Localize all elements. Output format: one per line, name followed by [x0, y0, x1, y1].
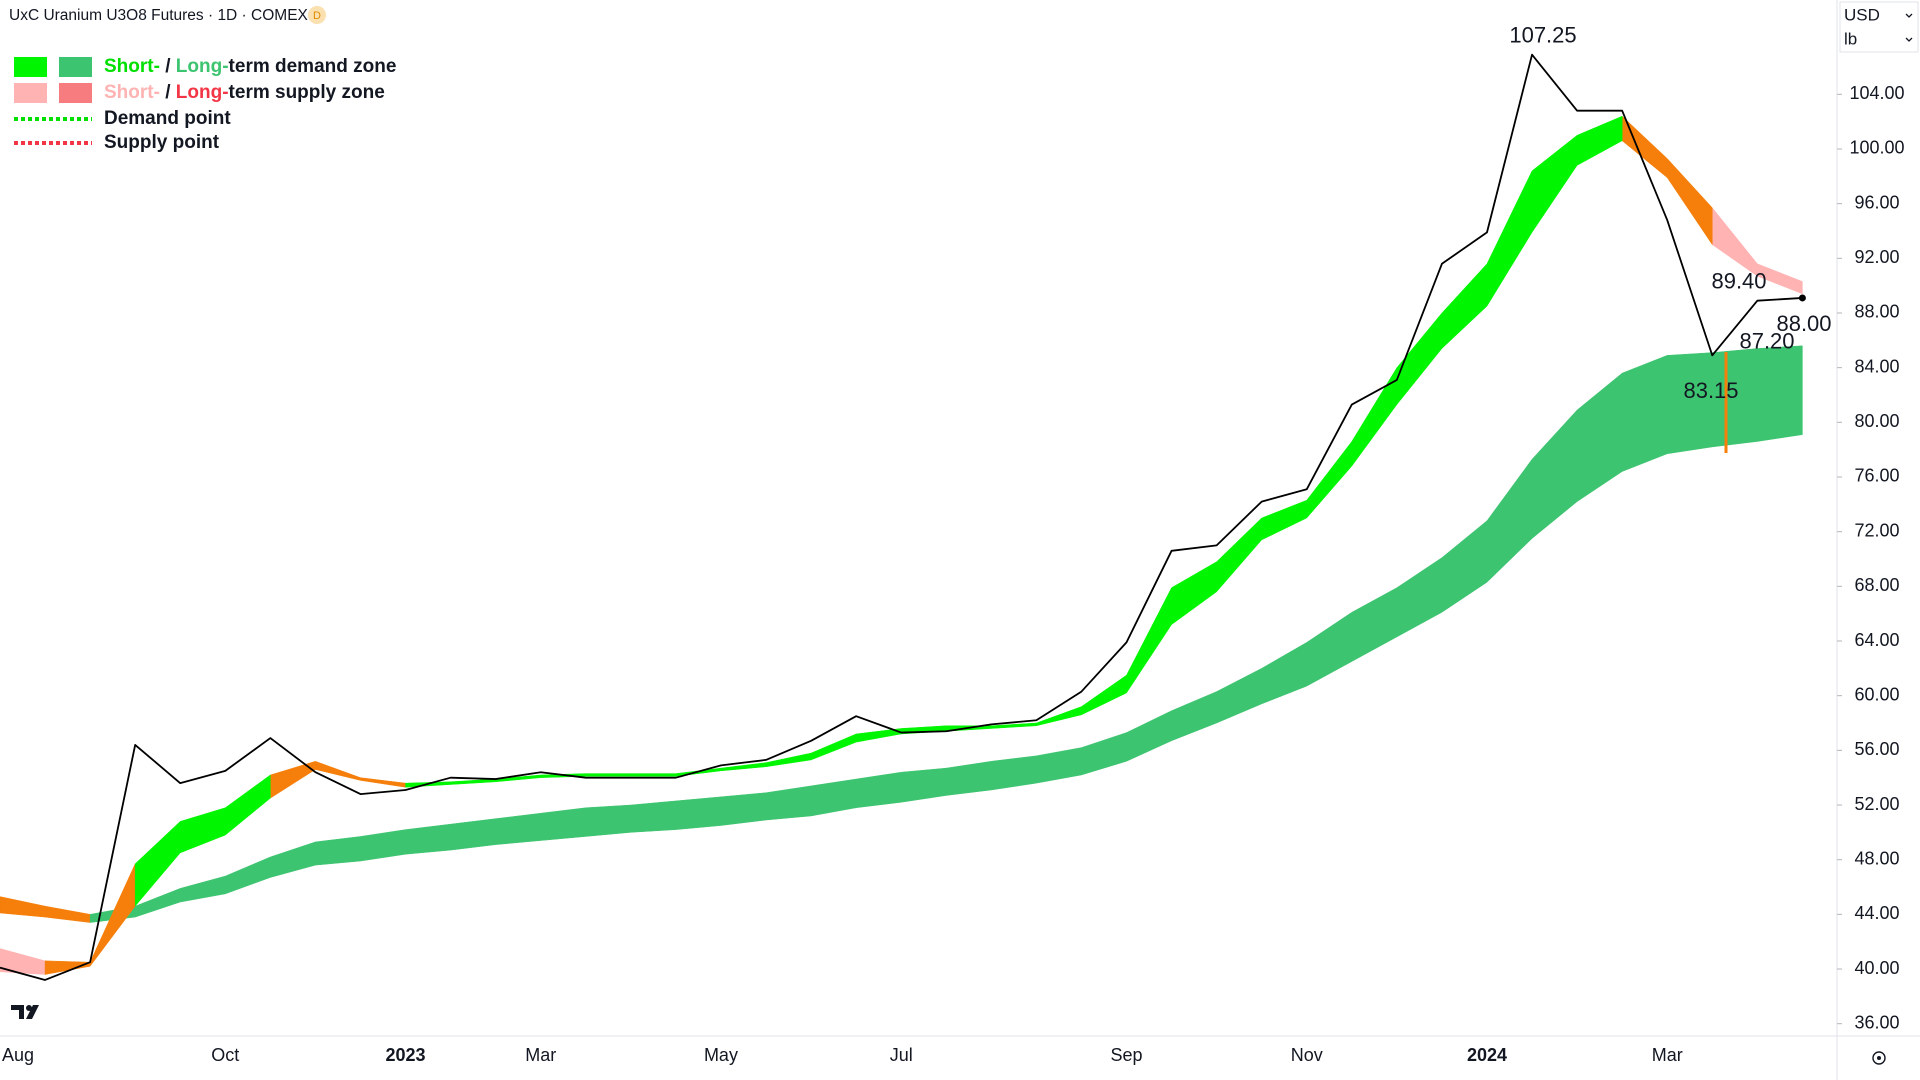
- x-tick-label: Aug: [2, 1045, 34, 1065]
- currency[interactable]: USD: [1844, 5, 1880, 24]
- x-tick-label: 2024: [1467, 1045, 1507, 1065]
- legend-run: term supply zone: [229, 82, 385, 103]
- settings-ring[interactable]: [1872, 1051, 1886, 1065]
- y-tick-label: 72.00: [1854, 520, 1899, 540]
- price-annotation: 83.15: [1683, 378, 1738, 403]
- legend-run: Short-: [104, 82, 160, 103]
- x-tick-label: Sep: [1110, 1045, 1142, 1065]
- x-tick-label: 2023: [386, 1045, 426, 1065]
- y-tick-label: 80.00: [1854, 411, 1899, 431]
- y-tick-label: 44.00: [1854, 903, 1899, 923]
- settings-dot[interactable]: [1877, 1056, 1881, 1060]
- y-tick-label: 84.00: [1854, 356, 1899, 376]
- x-tick-label: May: [704, 1045, 738, 1065]
- price-annotation: 89.40: [1711, 269, 1766, 294]
- legend-run: Short-: [104, 56, 160, 77]
- legend-run: Demand point: [104, 108, 231, 129]
- selector-arrows: [1905, 13, 1913, 42]
- legend-run: Long-: [176, 82, 229, 103]
- unit-selector[interactable]: [1839, 1, 1919, 53]
- legend-run: Long-: [176, 56, 229, 77]
- y-tick-label: 48.00: [1854, 848, 1899, 868]
- legend-swatch: [14, 83, 47, 103]
- y-tick-label: 60.00: [1854, 684, 1899, 704]
- badge: [308, 6, 326, 24]
- y-tick-label: 100.00: [1849, 138, 1904, 158]
- y-tick-label: 56.00: [1854, 739, 1899, 759]
- y-tick-label: 96.00: [1854, 192, 1899, 212]
- y-tick-label: 76.00: [1854, 466, 1899, 486]
- chart-title: UxC Uranium U3O8 Futures · 1D · COMEX: [9, 7, 309, 24]
- price-annotation: 107.25: [1509, 23, 1576, 48]
- legend-swatch: [14, 57, 47, 77]
- y-tick-label: 92.00: [1854, 247, 1899, 267]
- legend-label: Demand point: [104, 108, 231, 129]
- legend-label: Short- / Long-term supply zone: [104, 82, 385, 103]
- legend-label: Short- / Long-term demand zone: [104, 56, 396, 77]
- logo-part: [26, 1005, 32, 1011]
- logo-part: [11, 1005, 24, 1019]
- x-tick-label: Mar: [525, 1045, 556, 1065]
- logo-part: [26, 1005, 39, 1019]
- price-annotation: 87.20: [1739, 329, 1794, 354]
- y-tick-label: 68.00: [1854, 575, 1899, 595]
- y-tick-label: 64.00: [1854, 630, 1899, 650]
- y-tick-label: 40.00: [1854, 958, 1899, 978]
- settings-icon[interactable]: [1872, 1051, 1886, 1065]
- x-tick-label: Oct: [211, 1045, 239, 1065]
- price-line: [0, 53, 1803, 981]
- y-tick-label: 36.00: [1854, 1012, 1899, 1032]
- legend-run: /: [160, 82, 176, 103]
- legend-run: term demand zone: [229, 56, 397, 77]
- zone-band: [405, 115, 1623, 788]
- last-price-dot: [1798, 294, 1806, 302]
- price-annotation: 88.00: [1776, 311, 1831, 336]
- y-tick-label: 52.00: [1854, 794, 1899, 814]
- zone-band: [134, 774, 271, 907]
- legend-swatch: [59, 83, 92, 103]
- x-tick-label: Mar: [1652, 1045, 1683, 1065]
- unit[interactable]: lb: [1844, 29, 1857, 48]
- x-tick-label: Jul: [890, 1045, 913, 1065]
- legend-swatch: [59, 57, 92, 77]
- zone-band: [89, 345, 1803, 923]
- legend-run: /: [160, 56, 176, 77]
- plot-area: [0, 53, 1806, 981]
- legend-run: Supply point: [104, 132, 220, 153]
- y-tick-label: 104.00: [1849, 83, 1904, 103]
- y-tick-label: 88.00: [1854, 302, 1899, 322]
- x-tick-label: Nov: [1291, 1045, 1323, 1065]
- legend-label: Supply point: [104, 132, 220, 153]
- tv-logo: [11, 1005, 39, 1019]
- badge-label: D: [313, 10, 321, 22]
